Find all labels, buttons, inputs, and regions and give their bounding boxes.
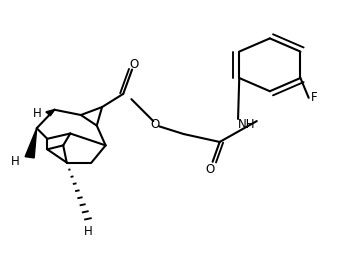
- Text: NH: NH: [238, 118, 256, 131]
- Text: O: O: [205, 163, 214, 176]
- Polygon shape: [25, 128, 37, 158]
- Text: F: F: [310, 91, 317, 104]
- Text: O: O: [151, 118, 159, 131]
- Text: H: H: [33, 107, 42, 120]
- Text: H: H: [84, 225, 92, 238]
- Text: O: O: [129, 58, 138, 71]
- Text: H: H: [11, 155, 20, 168]
